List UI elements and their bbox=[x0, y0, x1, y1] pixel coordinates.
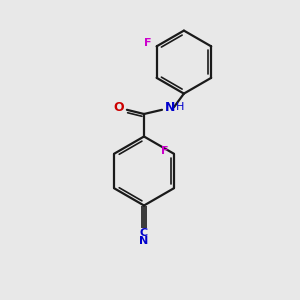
Text: O: O bbox=[113, 100, 124, 114]
Text: C: C bbox=[140, 228, 148, 239]
Text: N: N bbox=[165, 100, 175, 114]
Text: H: H bbox=[176, 102, 184, 112]
Text: F: F bbox=[160, 146, 168, 156]
Text: N: N bbox=[140, 236, 148, 247]
Text: F: F bbox=[145, 38, 152, 48]
